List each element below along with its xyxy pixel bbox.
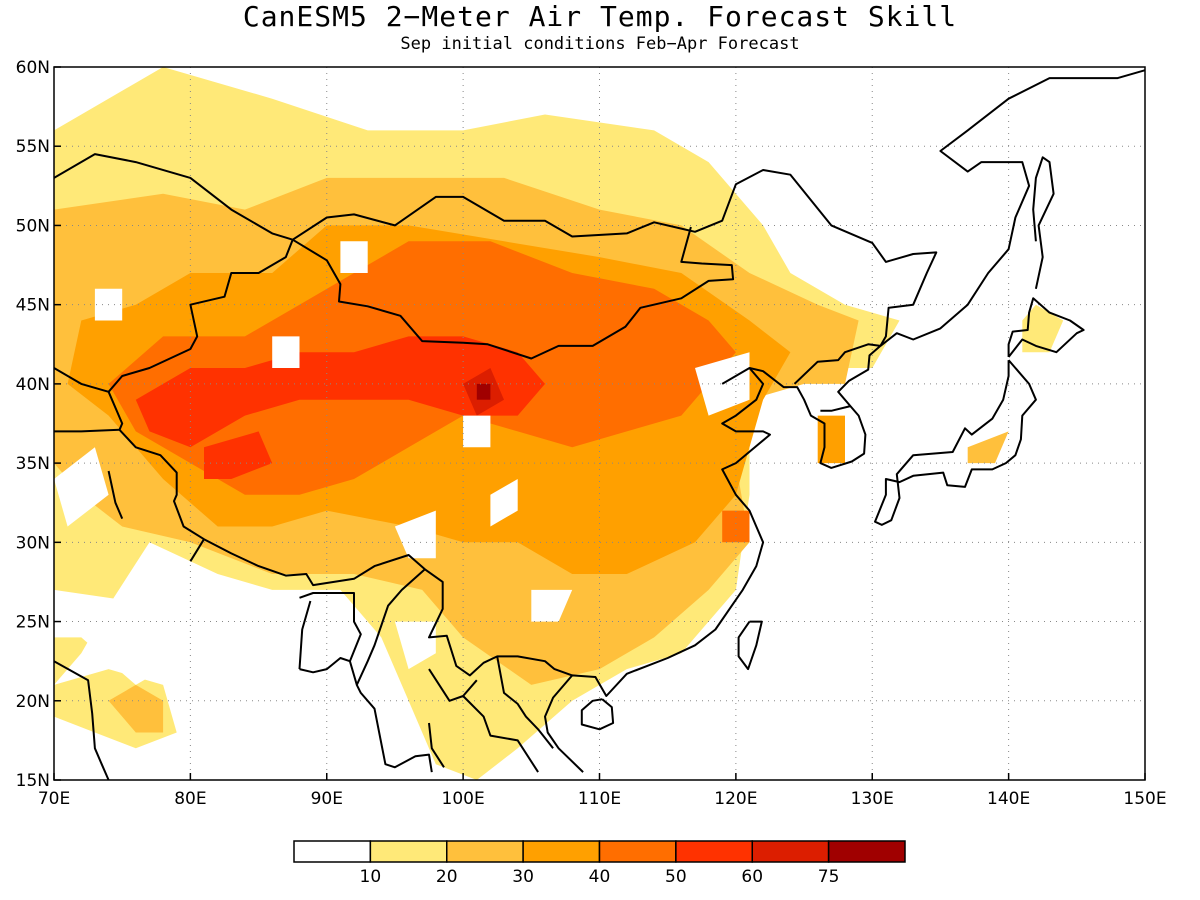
lat-tick-label: 15N: [16, 771, 50, 791]
skill-region-level-7: [476, 383, 491, 400]
colorbar-label: 10: [360, 867, 382, 887]
lon-tick-label: 80E: [174, 789, 206, 809]
coastline: [874, 359, 1037, 526]
skill-shading-layer: [54, 67, 1064, 780]
colorbar-swatch: [598, 840, 677, 863]
no-skill-area: [463, 415, 491, 448]
lon-tick-label: 100E: [442, 789, 485, 809]
coastline: [1007, 297, 1085, 358]
country-border: [355, 568, 426, 686]
lat-tick-label: 35N: [16, 454, 50, 474]
country-border: [54, 153, 938, 347]
colorbar-label: 20: [436, 867, 458, 887]
lon-tick-label: 120E: [714, 789, 757, 809]
colorbar-swatch: [751, 840, 830, 863]
coastline: [737, 620, 763, 671]
chart-subtitle: Sep initial conditions Feb−Apr Forecast: [400, 34, 800, 54]
coastline: [299, 657, 433, 773]
colorbar-swatch: [675, 840, 753, 863]
colorbar-swatch: [827, 840, 906, 863]
country-border: [298, 600, 312, 670]
lon-tick-label: 110E: [578, 789, 621, 809]
coastline: [749, 69, 1145, 469]
country-border: [292, 226, 735, 360]
colorbar-label: 30: [512, 867, 534, 887]
no-skill-area: [54, 589, 218, 685]
gridlines: [54, 67, 1145, 780]
country-border: [107, 470, 124, 519]
country-border: [54, 428, 120, 433]
country-border: [299, 592, 362, 662]
lat-tick-label: 40N: [16, 375, 50, 395]
chart-title: CanESM5 2−Meter Air Temp. Forecast Skill: [242, 0, 958, 33]
coastlines-layer: [54, 69, 1145, 780]
lat-tick-label: 25N: [16, 613, 50, 633]
lat-tick-label: 60N: [16, 58, 50, 78]
no-skill-area: [394, 510, 436, 559]
country-border: [428, 722, 445, 768]
axis-labels: 70E 80E 90E 100E 110E 120E 130E 140E 150E 15N 20N 2…: [16, 58, 1167, 809]
colorbar-swatch: [369, 840, 448, 863]
no-skill-area: [54, 447, 109, 527]
country-border: [793, 343, 881, 385]
skill-region-level-1: [1022, 304, 1064, 353]
coastline: [54, 660, 110, 780]
lat-tick-label: 55N: [16, 137, 50, 157]
country-border: [54, 367, 109, 393]
no-skill-area: [272, 336, 300, 368]
skill-region-level-4: [722, 510, 750, 543]
colorbar-swatch: [446, 840, 524, 863]
skill-region-level-2: [108, 684, 164, 733]
no-skill-area: [490, 479, 518, 527]
lat-tick-label: 30N: [16, 533, 50, 553]
skill-region-level-2: [967, 431, 1009, 464]
country-border: [462, 695, 539, 773]
lon-tick-label: 70E: [38, 789, 70, 809]
coastline: [580, 698, 615, 731]
country-border: [496, 656, 554, 749]
country-border: [189, 538, 205, 562]
no-skill-area: [531, 589, 573, 622]
colorbar-label: 40: [589, 867, 611, 887]
colorbar-swatch: [293, 840, 372, 863]
country-border: [118, 429, 573, 677]
no-skill-area: [340, 241, 368, 273]
lat-tick-label: 50N: [16, 216, 50, 236]
colorbar-swatch: [522, 840, 601, 863]
borders-layer: [54, 153, 938, 773]
colorbar-label: 75: [818, 867, 840, 887]
lon-tick-label: 150E: [1123, 789, 1166, 809]
no-skill-area: [394, 621, 436, 670]
colorbar-label: 50: [665, 867, 687, 887]
coastline: [1032, 156, 1055, 290]
skill-region-level-5: [135, 336, 546, 448]
colorbar: 10 20 30 40 50 60 75: [293, 840, 906, 887]
colorbar-label: 60: [741, 867, 763, 887]
country-border: [820, 405, 851, 412]
lat-tick-label: 45N: [16, 296, 50, 316]
skill-region-level-5: [204, 431, 273, 479]
lon-tick-label: 140E: [987, 789, 1030, 809]
country-border: [428, 668, 478, 702]
lon-tick-label: 130E: [851, 789, 894, 809]
lat-tick-label: 20N: [16, 692, 50, 712]
lon-tick-label: 90E: [311, 789, 343, 809]
